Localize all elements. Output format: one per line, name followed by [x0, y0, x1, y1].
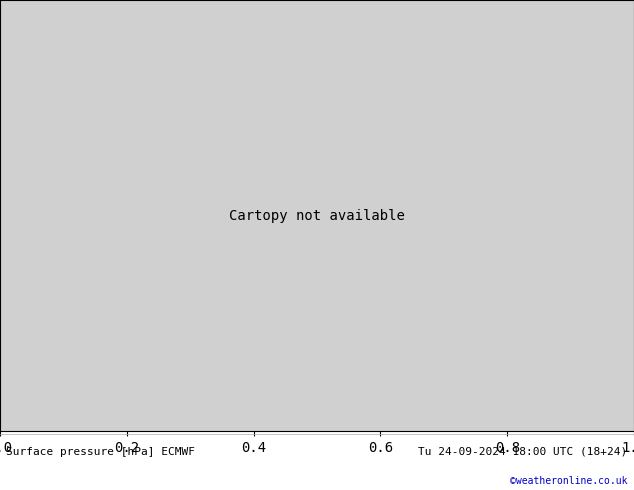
Text: Cartopy not available: Cartopy not available [229, 209, 405, 222]
Text: ©weatheronline.co.uk: ©weatheronline.co.uk [510, 476, 628, 486]
Text: Surface pressure [hPa] ECMWF: Surface pressure [hPa] ECMWF [6, 447, 195, 457]
Text: Tu 24-09-2024 18:00 UTC (18+24): Tu 24-09-2024 18:00 UTC (18+24) [418, 447, 628, 457]
